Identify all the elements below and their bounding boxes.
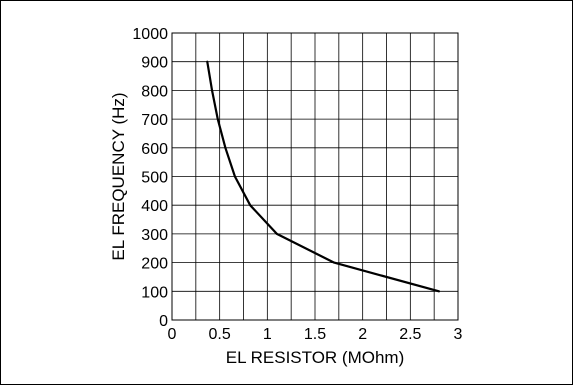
y-tick-label: 900 — [141, 55, 168, 72]
y-tick-label: 800 — [141, 83, 168, 100]
series-lines — [206, 60, 441, 293]
x-tick-label: 1 — [263, 326, 272, 343]
y-tick-label: 600 — [141, 141, 168, 158]
grid — [172, 33, 458, 320]
x-tick-label: 2 — [358, 326, 367, 343]
y-tick-labels: 0 100 200 300 400 500 600 700 800 900 1000 — [132, 26, 168, 330]
x-axis-title: EL RESISTOR (MOhm) — [226, 348, 405, 367]
x-tick-label: 1.5 — [304, 326, 326, 343]
y-axis-title: EL FREQUENCY (Hz) — [109, 92, 128, 260]
series-line — [206, 60, 441, 293]
y-tick-label: 700 — [141, 112, 168, 129]
x-tick-label: 0 — [168, 326, 177, 343]
y-tick-label: 400 — [141, 198, 168, 215]
y-tick-label: 200 — [141, 256, 168, 273]
y-tick-label: 300 — [141, 227, 168, 244]
y-tick-label: 1000 — [132, 26, 168, 43]
x-tick-label: 0.5 — [209, 326, 231, 343]
y-tick-label: 500 — [141, 170, 168, 187]
plot-area — [171, 32, 459, 321]
x-tick-label: 2.5 — [399, 326, 421, 343]
x-tick-label: 3 — [454, 326, 463, 343]
x-tick-labels: 0 0.5 1 1.5 2 2.5 3 — [168, 326, 463, 343]
y-tick-label: 0 — [159, 313, 168, 330]
y-tick-label: 100 — [141, 284, 168, 301]
